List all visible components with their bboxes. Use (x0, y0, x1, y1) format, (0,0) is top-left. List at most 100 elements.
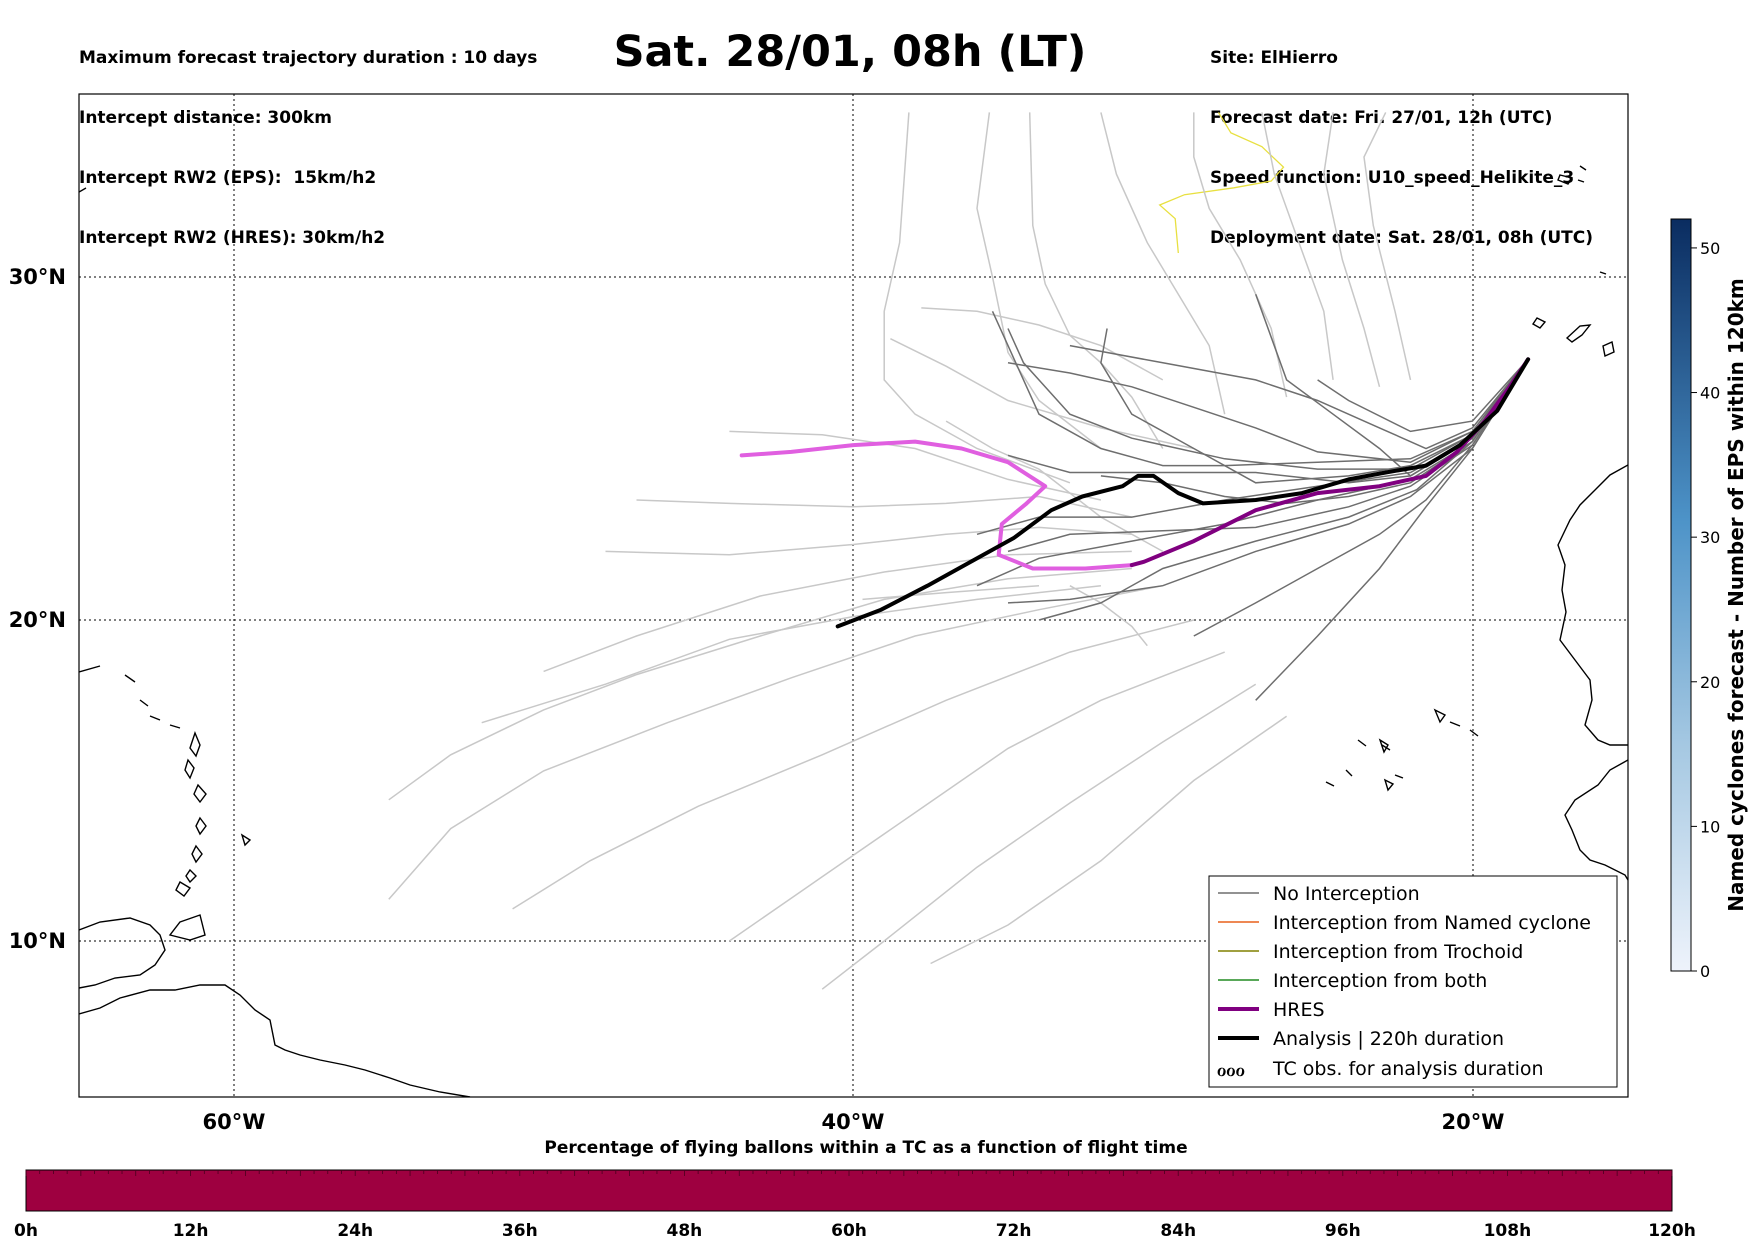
coast-canary-gran (1532, 317, 1547, 329)
coast-south-america (79, 984, 471, 1097)
named-cyclone-colorbar: 0 10 20 30 40 50 Named cyclones forecast - Nu… (1670, 218, 1748, 981)
coast-cape-verde-1 (1433, 708, 1479, 737)
legend-label-analysis: Analysis | 220h duration (1273, 1028, 1504, 1050)
eps-dark-trajectory-9 (1007, 358, 1529, 463)
flight-time-tick-label: 72h (996, 1221, 1032, 1241)
coast-canary-tenerife (1565, 324, 1592, 343)
flight-time-tick-label: 108h (1484, 1221, 1532, 1241)
map-frame (78, 93, 1629, 1098)
lat-label-20n: 20°N (9, 608, 66, 632)
eps-dark-trajectory-8 (1317, 358, 1529, 433)
hres-trajectory (1129, 357, 1531, 568)
colorbar-title: Named cyclones forecast - Number of EPS … (1724, 278, 1748, 912)
flight-time-tick-label: 48h (667, 1221, 703, 1241)
eps-trajectories-outer (388, 112, 1412, 990)
coast-africa-lower (1564, 759, 1628, 881)
forecast-contour-line (1158, 112, 1285, 254)
coast-north-stub (79, 187, 1607, 275)
eps-light-trajectory-5 (930, 715, 1288, 965)
coast-caribbean-coast (79, 917, 166, 989)
coast-africa (1557, 464, 1628, 746)
coast-antilles-8 (175, 881, 192, 897)
flight-time-bar: 0h 12h 24h 36h 48h 60h 72h 84h 96h 108h 120h (14, 1169, 1696, 1241)
flight-time-tick-label: 60h (831, 1221, 867, 1241)
info-line-intercept-distance: Intercept distance: 300km (79, 108, 332, 128)
eps-light-trajectory-3 (728, 651, 1225, 942)
colorbar-tick-label: 50 (1700, 239, 1720, 258)
eps-light-trajectory-10 (729, 430, 1102, 501)
colorbar-ticks: 0 10 20 30 40 50 (1691, 239, 1720, 981)
colorbar-tick-label: 0 (1700, 962, 1710, 981)
eps-dark-trajectory-12 (1007, 358, 1529, 553)
eps-trajectories-no-interception (976, 293, 1529, 701)
colorbar-gradient (1670, 218, 1692, 972)
coast-cape-verde-2 (1378, 738, 1404, 792)
coast-antilles-6 (185, 868, 197, 884)
flight-time-tick-label: 12h (173, 1221, 209, 1241)
coast-antilles-5 (191, 844, 203, 864)
colorbar-tick-label: 30 (1700, 528, 1720, 547)
colorbar-tick-label: 20 (1700, 673, 1720, 692)
colorbar-tick-label: 10 (1700, 817, 1720, 836)
eps-light-trajectory-12 (976, 112, 1102, 450)
eps-light-trajectory-19 (921, 307, 1164, 381)
coast-trinidad (168, 914, 206, 941)
info-right-block: Site: ElHierro Forecast date: Fri. 27/01… (1210, 8, 1593, 268)
analysis-trajectory (835, 357, 1531, 629)
flight-time-tick-label: 120h (1648, 1221, 1696, 1241)
eps-light-trajectory-1 (388, 584, 1163, 900)
info-line-rw2-hres: Intercept RW2 (HRES): 30km/h2 (79, 228, 386, 248)
eps-light-trajectory-16 (1261, 112, 1334, 381)
coast-antilles-7 (240, 833, 252, 847)
info-line-max-duration: Maximum forecast trajectory duration : 1… (79, 48, 538, 68)
eps-dark-trajectory-10 (1007, 328, 1529, 470)
eps-light-trajectory-7 (543, 550, 1132, 673)
info-left-block: Maximum forecast trajectory duration : 1… (79, 8, 537, 268)
eps-dark-trajectory-14 (1007, 358, 1529, 604)
eps-light-trajectory-15 (1193, 112, 1288, 398)
eps-dark-trajectory-0 (991, 310, 1529, 467)
lon-label-60w: 60°W (203, 1110, 266, 1134)
legend-label-no-interception: No Interception (1273, 883, 1420, 905)
coast-canary-fuerteventura (1602, 341, 1615, 357)
flight-time-tick-label: 96h (1325, 1221, 1361, 1241)
coast-antilles-1 (189, 731, 201, 758)
eps-light-trajectory-14 (1100, 112, 1226, 415)
info-line-site: Site: ElHierro (1210, 48, 1338, 68)
lon-label-40w: 40°W (822, 1110, 885, 1134)
eps-light-trajectory-20 (862, 584, 1040, 601)
info-line-forecast-date: Forecast date: Fri. 27/01, 12h (UTC) (1210, 108, 1553, 128)
legend-label-named-cyclone: Interception from Named cyclone (1273, 912, 1591, 934)
coast-antilles-4 (195, 816, 207, 836)
coastlines (79, 165, 1628, 1097)
coast-cape-verde-3 (1325, 739, 1391, 787)
eps-light-trajectory-4 (821, 683, 1257, 990)
info-line-rw2-eps: Intercept RW2 (EPS): 15km/h2 (79, 168, 377, 188)
legend-label-trochoid: Interception from Trochoid (1273, 941, 1523, 963)
eps-dark-trajectory-15 (1254, 293, 1529, 477)
map-plot-area (79, 94, 1628, 1097)
eps-dark-trajectory-7 (1069, 344, 1529, 450)
flight-time-title: Percentage of flying ballons within a TC… (544, 1138, 1188, 1158)
flight-time-tick-label: 36h (502, 1221, 538, 1241)
eps-light-trajectory-11 (883, 112, 1071, 484)
lon-tick-labels: 60°W 40°W 20°W (203, 1110, 1505, 1134)
legend-label-hres: HRES (1273, 999, 1325, 1021)
coast-antilles-2 (184, 758, 195, 780)
lon-label-20w: 20°W (1442, 1110, 1505, 1134)
eps-light-trajectory-6 (481, 584, 1101, 724)
colorbar-tick-label: 40 (1700, 384, 1720, 403)
eps-light-trajectory-0 (388, 567, 1132, 801)
eps-light-trajectory-8 (605, 526, 1132, 556)
eps-light-trajectory-23 (1069, 585, 1148, 647)
flight-time-tick-label: 0h (14, 1221, 38, 1241)
flight-time-ticks: 0h 12h 24h 36h 48h 60h 72h 84h 96h 108h 120h (14, 1170, 1696, 1241)
map-legend: No Interception Interception from Named … (1208, 875, 1618, 1088)
lat-label-30n: 30°N (9, 265, 66, 289)
coast-virgin-islands (79, 665, 181, 729)
eps-light-trajectory-21 (890, 338, 1194, 450)
eps-light-trajectory-17 (1323, 112, 1381, 387)
coast-madeira (1557, 165, 1587, 185)
legend-label-both: Interception from both (1273, 970, 1487, 992)
